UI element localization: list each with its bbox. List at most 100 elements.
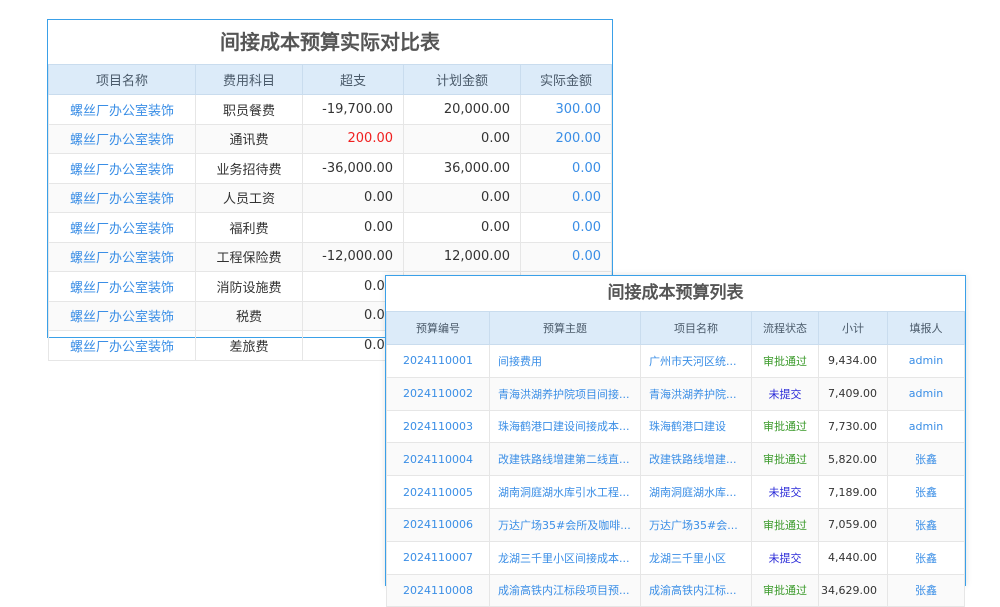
table-row: 螺丝厂办公室装饰 人员工资 0.00 0.00 0.00 xyxy=(48,182,612,213)
subtotal: 34,629.00 xyxy=(818,573,888,607)
budget-subject-link[interactable]: 青海洪湖养护院项目间接... xyxy=(489,376,641,411)
overspend: 0.00 xyxy=(302,212,404,243)
reporter: admin xyxy=(887,409,965,444)
column-header[interactable]: 预算主题 xyxy=(489,311,641,345)
reporter: 张鑫 xyxy=(887,442,965,477)
expense-item: 消防设施费 xyxy=(195,271,303,302)
column-header[interactable]: 预算编号 xyxy=(386,311,490,345)
column-header[interactable]: 流程状态 xyxy=(751,311,819,345)
table-row: 螺丝厂办公室装饰 职员餐费 -19,700.00 20,000.00 300.00 xyxy=(48,94,612,125)
project-name-link[interactable]: 螺丝厂办公室装饰 xyxy=(48,241,196,272)
column-header[interactable]: 小计 xyxy=(818,311,888,345)
budget-id-link[interactable]: 2024110002 xyxy=(386,376,490,411)
actual-amount: 300.00 xyxy=(520,94,612,125)
budget-id-link[interactable]: 2024110006 xyxy=(386,507,490,542)
table-row: 2024110002 青海洪湖养护院项目间接... 青海洪湖养护院... 未提交 7,4… xyxy=(386,376,965,411)
status-badge: 未提交 xyxy=(751,540,819,575)
table-row: 2024110006 万达广场35#会所及咖啡... 万达广场35#会... 审批通过… xyxy=(386,507,965,542)
expense-item: 税费 xyxy=(195,300,303,331)
expense-item: 通讯费 xyxy=(195,123,303,154)
table-row: 2024110004 改建铁路线增建第二线直... 改建铁路线增建... 审批通过 5,… xyxy=(386,442,965,477)
project-name-link[interactable]: 珠海鹤港口建设 xyxy=(640,409,752,444)
budget-id-link[interactable]: 2024110003 xyxy=(386,409,490,444)
subtotal: 7,730.00 xyxy=(818,409,888,444)
budget-list-table: 预算编号 预算主题 项目名称 流程状态 小计 填报人 2024110001 间接费用 广州市天河… xyxy=(386,311,965,607)
overspend: 0.00 xyxy=(302,182,404,213)
reporter: 张鑫 xyxy=(887,475,965,509)
status-badge: 未提交 xyxy=(751,376,819,411)
budget-subject-link[interactable]: 万达广场35#会所及咖啡... xyxy=(489,507,641,542)
actual-amount: 200.00 xyxy=(520,123,612,154)
planned-amount: 0.00 xyxy=(403,212,521,243)
planned-amount: 0.00 xyxy=(403,182,521,213)
budget-id-link[interactable]: 2024110001 xyxy=(386,344,490,378)
expense-item: 人员工资 xyxy=(195,182,303,213)
expense-item: 工程保险费 xyxy=(195,241,303,272)
project-name-link[interactable]: 成渝高铁内江标... xyxy=(640,573,752,607)
project-name-link[interactable]: 螺丝厂办公室装饰 xyxy=(48,153,196,184)
project-name-link[interactable]: 螺丝厂办公室装饰 xyxy=(48,212,196,243)
budget-subject-link[interactable]: 龙湖三千里小区间接成本... xyxy=(489,540,641,575)
table-row: 2024110003 珠海鹤港口建设间接成本... 珠海鹤港口建设 审批通过 7,730… xyxy=(386,409,965,444)
budget-subject-link[interactable]: 改建铁路线增建第二线直... xyxy=(489,442,641,477)
project-name-link[interactable]: 龙湖三千里小区 xyxy=(640,540,752,575)
project-name-link[interactable]: 万达广场35#会... xyxy=(640,507,752,542)
actual-amount: 0.00 xyxy=(520,212,612,243)
subtotal: 7,189.00 xyxy=(818,475,888,509)
project-name-link[interactable]: 湖南洞庭湖水库... xyxy=(640,475,752,509)
overspend: 200.00 xyxy=(302,123,404,154)
panel-title: 间接成本预算实际对比表 xyxy=(220,30,440,54)
column-header[interactable]: 超支 xyxy=(302,64,404,95)
planned-amount: 20,000.00 xyxy=(403,94,521,125)
expense-item: 福利费 xyxy=(195,212,303,243)
planned-amount: 0.00 xyxy=(403,123,521,154)
project-name-link[interactable]: 螺丝厂办公室装饰 xyxy=(48,300,196,331)
column-header[interactable]: 项目名称 xyxy=(640,311,752,345)
status-badge: 审批通过 xyxy=(751,409,819,444)
expense-item: 业务招待费 xyxy=(195,153,303,184)
project-name-link[interactable]: 螺丝厂办公室装饰 xyxy=(48,182,196,213)
actual-amount: 0.00 xyxy=(520,153,612,184)
budget-subject-link[interactable]: 湖南洞庭湖水库引水工程... xyxy=(489,475,641,509)
table-row: 螺丝厂办公室装饰 通讯费 200.00 0.00 200.00 xyxy=(48,123,612,154)
budget-id-link[interactable]: 2024110007 xyxy=(386,540,490,575)
subtotal: 4,440.00 xyxy=(818,540,888,575)
project-name-link[interactable]: 螺丝厂办公室装饰 xyxy=(48,271,196,302)
status-badge: 未提交 xyxy=(751,475,819,509)
project-name-link[interactable]: 螺丝厂办公室装饰 xyxy=(48,123,196,154)
budget-list-panel: 间接成本预算列表 预算编号 预算主题 项目名称 流程状态 小计 填报人 2024110001… xyxy=(385,275,966,607)
expense-item: 差旅费 xyxy=(195,330,303,361)
project-name-link[interactable]: 青海洪湖养护院... xyxy=(640,376,752,411)
expense-item: 职员餐费 xyxy=(195,94,303,125)
budget-subject-link[interactable]: 成渝高铁内江标段项目预... xyxy=(489,573,641,607)
project-name-link[interactable]: 广州市天河区统... xyxy=(640,344,752,378)
subtotal: 7,059.00 xyxy=(818,507,888,542)
budget-id-link[interactable]: 2024110008 xyxy=(386,573,490,607)
reporter: admin xyxy=(887,376,965,411)
reporter: 张鑫 xyxy=(887,573,965,607)
actual-amount: 0.00 xyxy=(520,182,612,213)
reporter: 张鑫 xyxy=(887,507,965,542)
budget-id-link[interactable]: 2024110005 xyxy=(386,475,490,509)
column-header[interactable]: 实际金额 xyxy=(520,64,612,95)
budget-subject-link[interactable]: 间接费用 xyxy=(489,344,641,378)
table-row: 2024110005 湖南洞庭湖水库引水工程... 湖南洞庭湖水库... 未提交 7,1… xyxy=(386,475,965,509)
panel-title: 间接成本预算列表 xyxy=(607,283,744,303)
column-header[interactable]: 费用科目 xyxy=(195,64,303,95)
column-header[interactable]: 填报人 xyxy=(887,311,965,345)
project-name-link[interactable]: 螺丝厂办公室装饰 xyxy=(48,94,196,125)
subtotal: 9,434.00 xyxy=(818,344,888,378)
overspend: -12,000.00 xyxy=(302,241,404,272)
overspend: -19,700.00 xyxy=(302,94,404,125)
status-badge: 审批通过 xyxy=(751,507,819,542)
table-row: 2024110008 成渝高铁内江标段项目预... 成渝高铁内江标... 审批通过 34… xyxy=(386,573,965,607)
budget-id-link[interactable]: 2024110004 xyxy=(386,442,490,477)
project-name-link[interactable]: 螺丝厂办公室装饰 xyxy=(48,330,196,361)
column-header[interactable]: 计划金额 xyxy=(403,64,521,95)
table-row: 螺丝厂办公室装饰 工程保险费 -12,000.00 12,000.00 0.00 xyxy=(48,241,612,272)
budget-subject-link[interactable]: 珠海鹤港口建设间接成本... xyxy=(489,409,641,444)
column-header[interactable]: 项目名称 xyxy=(48,64,196,95)
status-badge: 审批通过 xyxy=(751,442,819,477)
project-name-link[interactable]: 改建铁路线增建... xyxy=(640,442,752,477)
status-badge: 审批通过 xyxy=(751,344,819,378)
